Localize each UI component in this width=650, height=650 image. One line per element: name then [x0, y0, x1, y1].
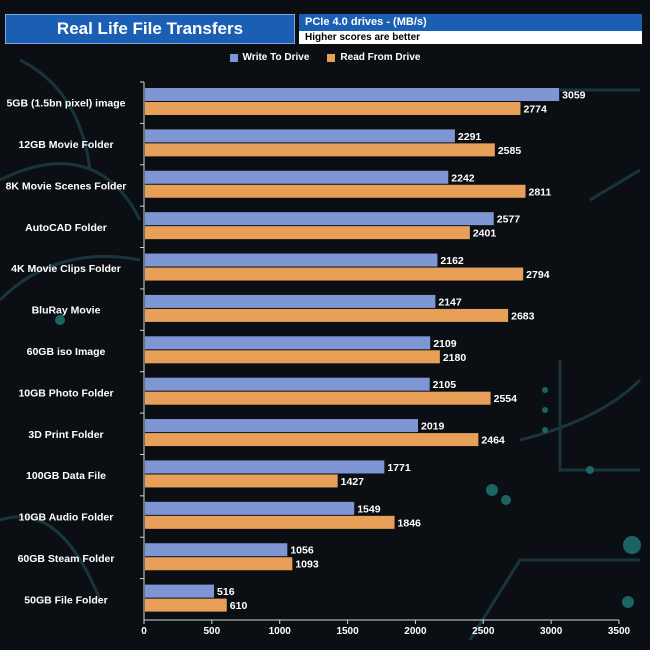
read-value-label: 2794	[526, 269, 550, 281]
write-bar	[145, 294, 436, 308]
read-bar	[145, 350, 440, 364]
category-label: 8K Movie Scenes Folder	[6, 180, 127, 192]
write-value-label: 1056	[290, 545, 314, 557]
read-bar	[145, 102, 521, 115]
write-value-label: 1549	[357, 503, 381, 515]
write-bar	[145, 253, 438, 267]
category-label: 50GB File Folder	[24, 594, 107, 606]
read-value-label: 2811	[528, 186, 551, 198]
read-value-label: 1427	[341, 476, 365, 488]
write-bar	[145, 543, 288, 557]
read-bar	[145, 474, 338, 488]
x-tick-label: 2500	[472, 626, 495, 637]
category-label: 4K Movie Clips Folder	[11, 263, 121, 275]
write-value-label: 2162	[440, 255, 464, 267]
read-bar	[145, 433, 479, 447]
read-bar	[145, 226, 470, 240]
category-label: 100GB Data File	[26, 470, 106, 482]
write-value-label: 2105	[433, 379, 457, 391]
read-bar	[145, 184, 526, 198]
write-value-label: 2147	[438, 296, 462, 308]
write-bar	[145, 377, 430, 391]
legend-label-read: Read From Drive	[340, 52, 421, 63]
legend-item-read: Read From Drive	[327, 52, 420, 63]
category-label: AutoCAD Folder	[25, 222, 107, 234]
write-value-label: 1771	[387, 462, 411, 474]
category-label: 12GB Movie Folder	[18, 139, 113, 151]
x-tick-label: 2000	[404, 626, 427, 637]
write-value-label: 2109	[433, 338, 457, 350]
read-bar	[145, 557, 293, 571]
category-label: 3D Print Folder	[28, 429, 103, 441]
legend-swatch-write	[229, 53, 238, 62]
legend-item-write: Write To Drive	[229, 52, 310, 63]
read-value-label: 2683	[511, 310, 535, 322]
read-value-label: 1093	[295, 559, 319, 571]
read-bar	[145, 267, 524, 281]
x-tick-label: 1000	[269, 626, 292, 637]
read-value-label: 2401	[473, 228, 497, 240]
write-bar	[145, 419, 419, 433]
category-label: 10GB Photo Folder	[18, 387, 113, 399]
category-label: BluRay Movie	[32, 305, 101, 317]
read-value-label: 2554	[494, 393, 518, 405]
legend-label-write: Write To Drive	[242, 52, 310, 63]
write-value-label: 2291	[458, 131, 482, 143]
read-value-label: 2774	[523, 104, 547, 116]
read-value-label: 610	[230, 600, 248, 612]
legend-swatch-read	[327, 53, 336, 62]
write-bar	[145, 501, 355, 515]
write-bar	[145, 212, 494, 226]
x-tick-label: 3500	[608, 626, 631, 637]
x-tick-label: 1500	[336, 626, 359, 637]
write-value-label: 2577	[497, 214, 521, 226]
x-tick-label: 0	[141, 626, 147, 637]
x-tick-label: 500	[204, 626, 221, 637]
write-bar	[145, 88, 560, 101]
write-bar	[145, 336, 431, 350]
write-bar	[145, 170, 449, 184]
read-bar	[145, 391, 491, 405]
write-value-label: 3059	[562, 90, 586, 102]
chart-note: Higher scores are better	[299, 31, 642, 44]
write-bar	[145, 460, 385, 474]
chart-subtitle: PCIe 4.0 drives - (MB/s)	[299, 14, 642, 31]
write-bar	[145, 129, 455, 143]
x-tick-label: 3000	[540, 626, 563, 637]
read-bar	[145, 515, 395, 529]
write-value-label: 2242	[451, 172, 475, 184]
category-label: 10GB Audio Folder	[19, 512, 114, 524]
legend: Write To Drive Read From Drive	[0, 52, 650, 63]
read-value-label: 2180	[443, 352, 467, 364]
write-value-label: 516	[217, 586, 235, 598]
category-label: 5GB (1.5bn pixel) image	[6, 98, 125, 110]
read-bar	[145, 598, 227, 612]
read-bar	[145, 308, 509, 322]
read-value-label: 2585	[498, 145, 522, 157]
category-label: 60GB iso Image	[27, 346, 106, 358]
read-value-label: 1846	[398, 517, 422, 529]
write-value-label: 2019	[421, 421, 445, 433]
read-value-label: 2464	[481, 435, 505, 447]
write-bar	[145, 584, 215, 598]
chart-title: Real Life File Transfers	[5, 14, 295, 44]
read-bar	[145, 143, 495, 157]
category-label: 60GB Steam Folder	[18, 553, 115, 565]
